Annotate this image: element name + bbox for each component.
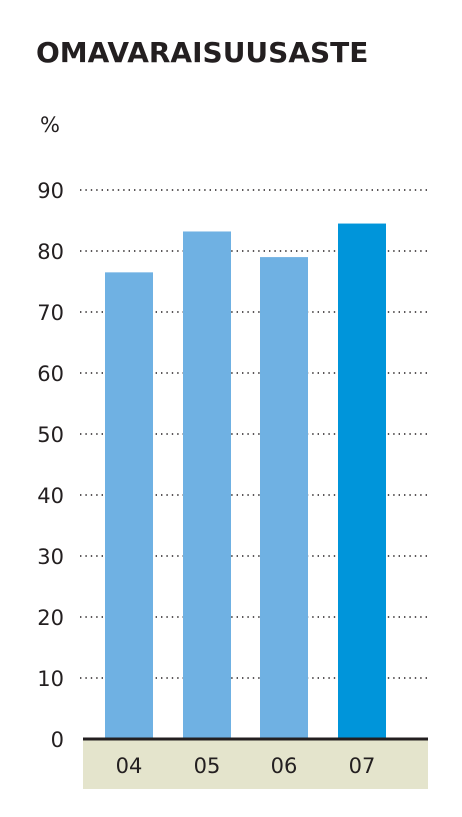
y-axis-ticks: 0 10 20 30 40 50 60 70 80 90 [37,179,64,752]
bars [105,223,386,740]
x-axis-band [83,740,428,789]
x-tick-label: 07 [349,754,376,778]
grid-lines [80,189,428,679]
x-tick-label: 05 [194,754,221,778]
x-tick-label: 06 [271,754,298,778]
y-tick-label: 90 [37,179,64,203]
bar-04 [105,272,153,739]
y-unit-label: % [40,113,60,137]
y-tick-label: 40 [37,484,64,508]
y-tick-label: 60 [37,362,64,386]
bar-06 [260,257,308,739]
y-tick-label: 70 [37,301,64,325]
y-tick-label: 80 [37,240,64,264]
bar-05 [183,231,231,740]
x-axis-ticks: 04 05 06 07 [116,754,376,778]
x-tick-label: 04 [116,754,143,778]
bar-07 [338,223,386,740]
y-tick-label: 30 [37,545,64,569]
y-tick-label: 50 [37,423,64,447]
y-tick-label: 10 [37,667,64,691]
y-tick-label: 20 [37,606,64,630]
y-tick-label: 0 [51,728,64,752]
chart-title: OMAVARAISUUSASTE [36,36,368,69]
